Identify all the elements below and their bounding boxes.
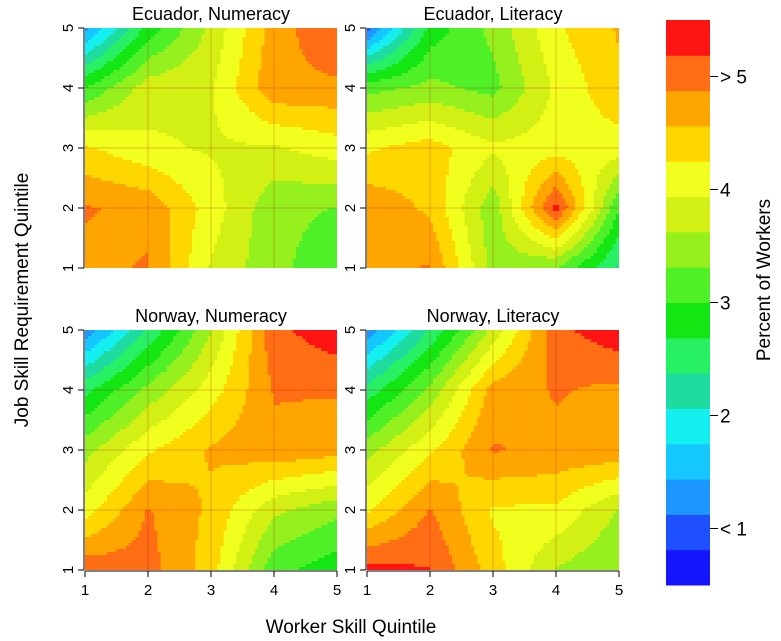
- y-tick-label: 1: [342, 566, 359, 574]
- axes: [360, 27, 367, 269]
- y-tick-label: 1: [342, 264, 359, 272]
- panel-title: Norway, Numeracy: [135, 306, 287, 326]
- colorbar-swatch: [666, 373, 710, 409]
- contour-field: [85, 28, 337, 268]
- colorbar-swatch: [666, 161, 710, 198]
- y-tick-label: 4: [60, 84, 77, 92]
- axes: [360, 329, 620, 577]
- contour-field: [85, 330, 337, 570]
- y-tick-label: 3: [60, 144, 77, 152]
- colorbar-tick-label: 2: [720, 407, 731, 428]
- x-tick-label: 5: [615, 582, 623, 599]
- panel-2: Ecuador, Literacy 1 2 3 4 5: [342, 4, 619, 272]
- y-tick-label: 1: [60, 566, 77, 574]
- colorbar-swatch: [666, 267, 710, 303]
- y-axis-label: Job Skill Requirement Quintile: [12, 173, 33, 428]
- y-tick-label: 4: [342, 386, 359, 394]
- colorbar-swatch: [666, 549, 710, 586]
- x-axis-label: Worker Skill Quintile: [266, 617, 437, 638]
- grid: [367, 28, 619, 268]
- contour-field: [367, 330, 619, 570]
- colorbar-title: Percent of Workers: [754, 199, 775, 361]
- colorbar-tick-label: 3: [720, 294, 731, 315]
- x-tick-label: 2: [144, 582, 152, 599]
- panel-3: Norway, Numeracy 1 2 3 4 5 1 2 3 4 5: [60, 306, 341, 599]
- grid: [367, 330, 619, 570]
- colorbar: < 1 2 3 4 > 5: [666, 20, 747, 586]
- colorbar-tick-label: > 5: [720, 68, 747, 89]
- panel-title: Ecuador, Numeracy: [132, 4, 290, 24]
- colorbar-tick-label: < 1: [720, 520, 747, 541]
- colorbar-swatch: [666, 20, 710, 56]
- x-tick-label: 4: [552, 582, 560, 599]
- y-tick-label: 3: [342, 446, 359, 454]
- y-tick-label: 4: [60, 386, 77, 394]
- y-tick-label: 2: [342, 204, 359, 212]
- colorbar-swatch: [666, 196, 710, 233]
- y-tick-label: 4: [342, 84, 359, 92]
- colorbar-swatch: [666, 514, 710, 551]
- grid: [85, 330, 337, 570]
- x-tick-label: 3: [489, 582, 497, 599]
- panel-title: Ecuador, Literacy: [423, 4, 562, 24]
- y-tick-label: 5: [60, 24, 77, 32]
- y-tick-label: 2: [342, 506, 359, 514]
- colorbar-swatch: [666, 337, 710, 374]
- grid: [85, 28, 337, 268]
- y-tick-label: 1: [60, 264, 77, 272]
- colorbar-swatch: [666, 125, 710, 162]
- colorbar-swatch: [666, 479, 710, 515]
- x-tick-label: 1: [81, 582, 89, 599]
- colorbar-swatch: [666, 55, 710, 92]
- axes: [78, 27, 85, 269]
- x-tick-label: 3: [207, 582, 215, 599]
- panels: Ecuador, Numeracy 1 2 3 4 5 Ecuador, Literacy 1…: [60, 4, 623, 599]
- x-tick-label: 5: [333, 582, 341, 599]
- panel-1: Ecuador, Numeracy 1 2 3 4 5: [60, 4, 337, 272]
- colorbar-swatch: [666, 302, 710, 339]
- contour-field: [367, 28, 619, 268]
- colorbar-swatch: [666, 443, 710, 480]
- y-tick-label: 2: [60, 204, 77, 212]
- y-tick-label: 3: [60, 446, 77, 454]
- colorbar-swatch: [666, 90, 710, 127]
- x-tick-label: 4: [270, 582, 278, 599]
- panel-title: Norway, Literacy: [427, 306, 560, 326]
- colorbar-tick-label: 4: [720, 181, 731, 202]
- y-tick-label: 3: [342, 144, 359, 152]
- x-tick-label: 1: [363, 582, 371, 599]
- y-tick-label: 5: [342, 326, 359, 334]
- axes: [78, 329, 338, 577]
- y-tick-label: 5: [60, 326, 77, 334]
- colorbar-swatch: [666, 231, 710, 268]
- colorbar-swatch: [666, 408, 710, 445]
- y-tick-label: 2: [60, 506, 77, 514]
- x-tick-label: 2: [426, 582, 434, 599]
- panel-4: Norway, Literacy 1 2 3 4 5 1 2 3 4 5: [342, 306, 623, 599]
- y-tick-label: 5: [342, 24, 359, 32]
